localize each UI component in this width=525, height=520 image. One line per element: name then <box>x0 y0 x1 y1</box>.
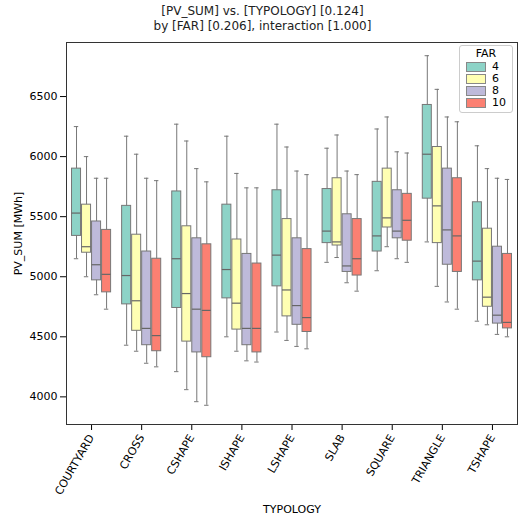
html-text:by [FAR] [0.206], interaction: by [FAR] [0.206], interaction [1.000] <box>153 19 372 33</box>
svg-text:CSHAPE: CSHAPE <box>164 432 197 477</box>
html-text:8: 8 <box>492 84 499 97</box>
svg-text:6500: 6500 <box>30 90 58 103</box>
html-text:6: 6 <box>492 72 499 85</box>
svg-text:TSHAPE: TSHAPE <box>465 432 498 477</box>
svg-text:4000: 4000 <box>30 390 58 403</box>
html-text:FAR: FAR <box>475 47 497 60</box>
html-text:10: 10 <box>492 96 506 109</box>
svg-text:CROSS: CROSS <box>117 432 147 471</box>
svg-text:LSHAPE: LSHAPE <box>265 432 298 475</box>
html-text:[PV_SUM] vs. [TYPOLOGY] [0.124: [PV_SUM] vs. [TYPOLOGY] [0.124] <box>161 4 364 18</box>
svg-text:6000: 6000 <box>30 150 58 163</box>
svg-text:5000: 5000 <box>30 270 58 283</box>
svg-text:TRIANGLE: TRIANGLE <box>409 432 448 487</box>
svg-text:PV_SUM [MWh]: PV_SUM [MWh] <box>12 192 25 276</box>
svg-text:SQUARE: SQUARE <box>364 432 398 478</box>
svg-text:COURTYARD: COURTYARD <box>52 432 97 497</box>
svg-text:4500: 4500 <box>30 330 58 343</box>
svg-text:TYPOLOGY: TYPOLOGY <box>262 503 321 516</box>
svg-text:5500: 5500 <box>30 210 58 223</box>
html-text:4: 4 <box>492 60 499 73</box>
svg-text:SLAB: SLAB <box>322 432 347 463</box>
svg-text:ISHAPE: ISHAPE <box>216 432 247 473</box>
